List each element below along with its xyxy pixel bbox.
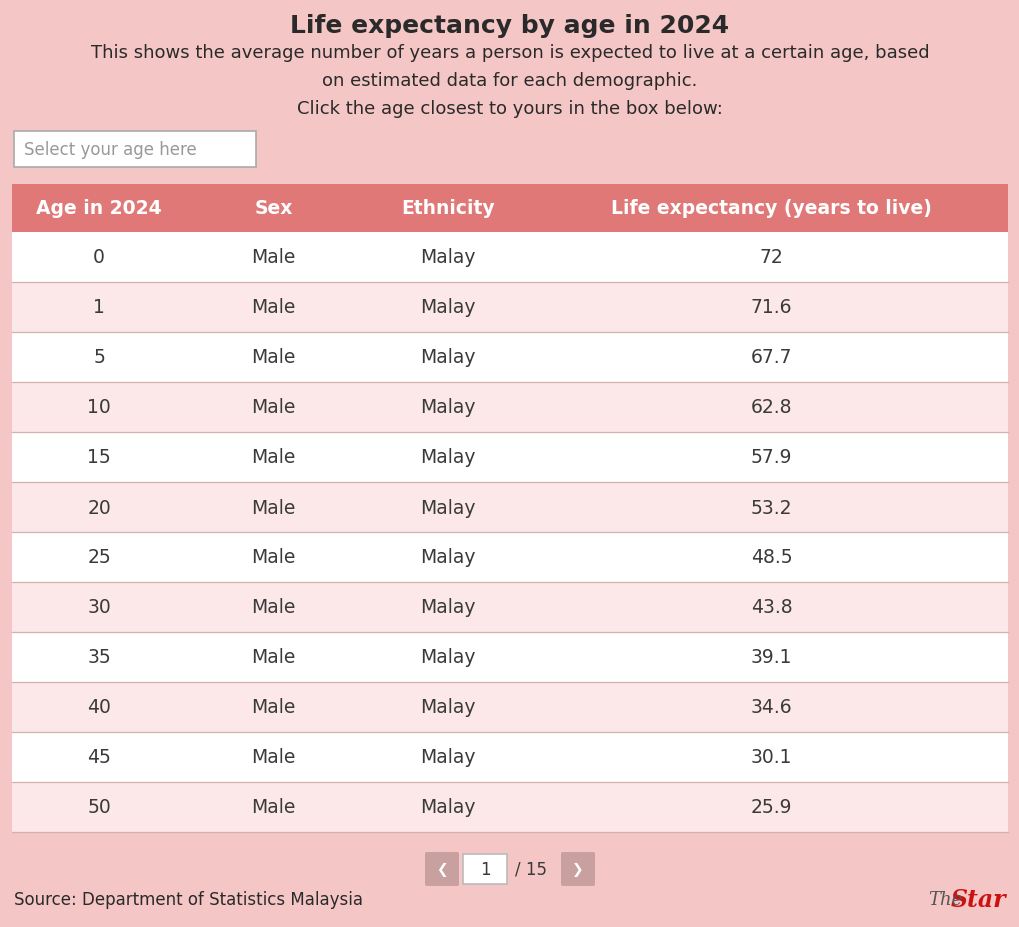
Text: Malay: Malay <box>420 797 475 817</box>
Text: 40: 40 <box>88 698 111 717</box>
Text: ❮: ❮ <box>436 862 447 876</box>
Text: Malay: Malay <box>420 648 475 667</box>
FancyBboxPatch shape <box>12 433 1007 482</box>
Text: 10: 10 <box>88 398 111 417</box>
Text: Malay: Malay <box>420 398 475 417</box>
FancyBboxPatch shape <box>12 184 1007 233</box>
Text: 30.1: 30.1 <box>750 748 792 767</box>
Text: ❯: ❯ <box>572 862 583 876</box>
FancyBboxPatch shape <box>12 482 1007 532</box>
FancyBboxPatch shape <box>12 383 1007 433</box>
Text: Male: Male <box>251 349 296 367</box>
FancyBboxPatch shape <box>12 682 1007 732</box>
Text: 43.8: 43.8 <box>750 598 792 616</box>
Text: Male: Male <box>251 648 296 667</box>
FancyBboxPatch shape <box>12 283 1007 333</box>
Text: Select your age here: Select your age here <box>24 141 197 159</box>
FancyBboxPatch shape <box>12 233 1007 283</box>
Text: Source: Department of Statistics Malaysia: Source: Department of Statistics Malaysi… <box>14 890 363 908</box>
Text: 62.8: 62.8 <box>750 398 792 417</box>
Text: Malay: Malay <box>420 548 475 567</box>
Text: / 15: / 15 <box>515 860 546 878</box>
Text: Malay: Malay <box>420 498 475 517</box>
FancyBboxPatch shape <box>12 532 1007 582</box>
Text: 35: 35 <box>88 648 111 667</box>
FancyBboxPatch shape <box>12 582 1007 632</box>
Text: 34.6: 34.6 <box>750 698 792 717</box>
Text: Malay: Malay <box>420 448 475 467</box>
Text: Star: Star <box>950 887 1005 911</box>
Text: 45: 45 <box>88 748 111 767</box>
Text: Sex: Sex <box>254 199 292 218</box>
Text: This shows the average number of years a person is expected to live at a certain: This shows the average number of years a… <box>91 44 928 62</box>
FancyBboxPatch shape <box>12 333 1007 383</box>
FancyBboxPatch shape <box>12 782 1007 832</box>
Text: Click the age closest to yours in the box below:: Click the age closest to yours in the bo… <box>297 100 722 118</box>
FancyBboxPatch shape <box>14 132 256 168</box>
FancyBboxPatch shape <box>12 732 1007 782</box>
Text: 15: 15 <box>88 448 111 467</box>
Text: 57.9: 57.9 <box>750 448 792 467</box>
FancyBboxPatch shape <box>425 852 459 886</box>
Text: Male: Male <box>251 797 296 817</box>
Text: Male: Male <box>251 398 296 417</box>
Text: Male: Male <box>251 248 296 267</box>
Text: Male: Male <box>251 748 296 767</box>
Text: Malay: Malay <box>420 298 475 317</box>
Text: Male: Male <box>251 298 296 317</box>
Text: 39.1: 39.1 <box>750 648 792 667</box>
Text: Male: Male <box>251 598 296 616</box>
Text: 71.6: 71.6 <box>750 298 792 317</box>
Text: 20: 20 <box>88 498 111 517</box>
FancyBboxPatch shape <box>12 632 1007 682</box>
Text: 25: 25 <box>88 548 111 567</box>
Text: 48.5: 48.5 <box>750 548 792 567</box>
Text: 67.7: 67.7 <box>750 349 792 367</box>
Text: 5: 5 <box>93 349 105 367</box>
Text: 50: 50 <box>88 797 111 817</box>
Text: Male: Male <box>251 548 296 567</box>
Text: Male: Male <box>251 698 296 717</box>
Text: Malay: Malay <box>420 748 475 767</box>
Text: 1: 1 <box>479 860 490 878</box>
Text: 30: 30 <box>88 598 111 616</box>
FancyBboxPatch shape <box>560 852 594 886</box>
Text: Life expectancy by age in 2024: Life expectancy by age in 2024 <box>290 14 729 38</box>
FancyBboxPatch shape <box>463 854 506 884</box>
Text: Ethnicity: Ethnicity <box>400 199 494 218</box>
Text: The: The <box>927 890 961 908</box>
Text: Male: Male <box>251 498 296 517</box>
Text: 0: 0 <box>93 248 105 267</box>
Text: 72: 72 <box>759 248 783 267</box>
Text: Life expectancy (years to live): Life expectancy (years to live) <box>610 199 931 218</box>
Text: on estimated data for each demographic.: on estimated data for each demographic. <box>322 72 697 90</box>
Text: 53.2: 53.2 <box>750 498 792 517</box>
Text: 1: 1 <box>93 298 105 317</box>
Text: Malay: Malay <box>420 349 475 367</box>
Text: 25.9: 25.9 <box>750 797 792 817</box>
Text: Malay: Malay <box>420 248 475 267</box>
Text: Male: Male <box>251 448 296 467</box>
Text: Malay: Malay <box>420 598 475 616</box>
Text: Malay: Malay <box>420 698 475 717</box>
Text: Age in 2024: Age in 2024 <box>37 199 162 218</box>
